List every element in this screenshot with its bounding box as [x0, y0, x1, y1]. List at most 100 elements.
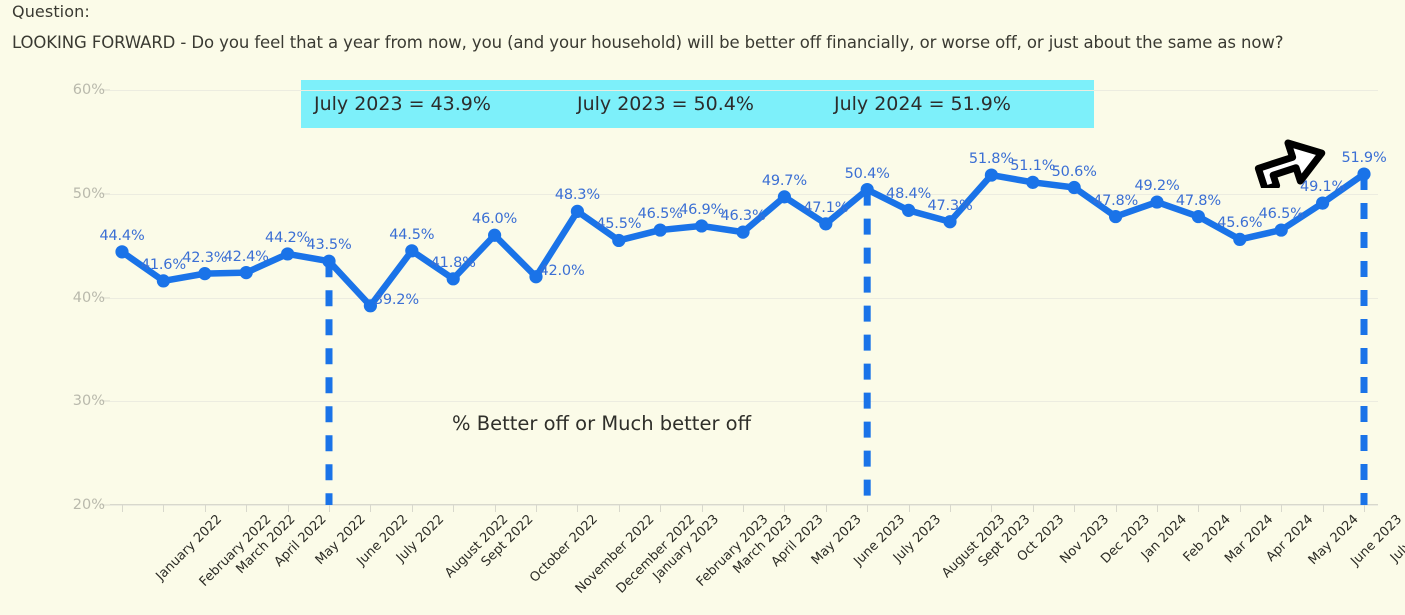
data-point-marker[interactable] [488, 228, 502, 242]
data-point-label: 46.3% [720, 208, 766, 225]
data-point-marker[interactable] [1357, 167, 1371, 181]
data-point-label: 42.3% [182, 249, 228, 266]
x-tick-mark [122, 505, 123, 512]
data-point-label: 47.3% [927, 197, 973, 214]
x-tick-mark [370, 505, 372, 512]
x-tick-mark [329, 505, 330, 512]
data-point-marker[interactable] [198, 267, 212, 281]
x-tick-mark [204, 505, 206, 512]
data-point-label: 51.9% [1341, 150, 1387, 167]
x-axis-labels: January 2022 February 2022 March 2022 April… [0, 0, 1405, 597]
data-point-label: 41.6% [140, 256, 186, 273]
data-point-label: 46.5% [637, 206, 683, 223]
gridline [110, 505, 1378, 506]
question-label: Question: [12, 2, 90, 21]
x-tick-mark [784, 505, 786, 512]
x-tick-mark [701, 505, 703, 512]
data-point-marker[interactable] [860, 183, 874, 197]
data-point-marker[interactable] [902, 203, 916, 217]
data-point-marker[interactable] [446, 272, 460, 286]
data-point-marker[interactable] [570, 204, 584, 218]
data-point-marker[interactable] [777, 190, 792, 204]
july-comparison-banner: July 2023 = 43.9% July 2023 = 50.4% July… [301, 80, 1094, 128]
data-point-marker[interactable] [1191, 209, 1205, 224]
y-axis-tick-label: 40% [72, 289, 105, 306]
x-tick-mark [287, 505, 289, 512]
data-point-label: 39.2% [373, 291, 419, 308]
data-point-label: 46.5% [1258, 206, 1304, 223]
data-point-marker[interactable] [1150, 195, 1164, 209]
series-annotation: % Better off or Much better off [452, 412, 752, 435]
banner-item-1: July 2023 = 50.4% [577, 93, 754, 115]
data-point-marker[interactable] [1026, 175, 1040, 189]
x-tick-mark [991, 505, 993, 512]
gridline [110, 193, 1378, 195]
x-tick-mark [411, 505, 413, 512]
x-tick-mark [1115, 505, 1117, 512]
data-point-label: 41.8% [430, 254, 476, 271]
data-point-marker[interactable] [612, 233, 626, 248]
y-tick-mark [102, 504, 110, 506]
line-series [115, 167, 1371, 505]
gridline [110, 90, 1378, 91]
data-point-marker[interactable] [1316, 196, 1330, 210]
data-point-marker[interactable] [1233, 232, 1247, 246]
x-tick-mark [453, 505, 455, 512]
data-point-label: 50.6% [1051, 163, 1097, 180]
x-tick-mark [660, 505, 662, 512]
data-point-marker[interactable] [115, 245, 129, 259]
data-point-marker[interactable] [1067, 180, 1081, 195]
y-axis-tick-label: 30% [72, 393, 105, 410]
x-tick-mark [618, 505, 620, 512]
data-point-label: 44.2% [265, 229, 311, 246]
data-point-label: 50.4% [844, 165, 890, 182]
y-tick-mark [102, 193, 110, 195]
question-text: LOOKING FORWARD - Do you feel that a yea… [12, 33, 1284, 52]
x-tick-mark [1198, 505, 1200, 512]
x-tick-mark [1032, 505, 1034, 512]
arrow-up-right-icon [1254, 139, 1326, 188]
data-point-marker[interactable] [363, 299, 377, 313]
data-point-marker[interactable] [405, 244, 419, 258]
data-point-label: 47.1% [803, 199, 849, 216]
data-point-marker[interactable] [1274, 223, 1288, 237]
data-point-label: 43.5% [306, 237, 352, 254]
data-point-label: 44.4% [99, 227, 145, 244]
data-point-marker[interactable] [695, 219, 709, 233]
data-point-label: 45.5% [596, 216, 642, 233]
data-point-marker[interactable] [653, 223, 667, 237]
data-point-marker[interactable] [322, 254, 336, 268]
y-tick-mark [102, 400, 110, 402]
x-tick-mark [867, 505, 869, 512]
data-point-marker[interactable] [281, 247, 295, 261]
data-point-marker[interactable] [984, 168, 999, 182]
y-axis-tick-label: 50% [72, 185, 105, 202]
data-point-label: 49.7% [761, 172, 807, 189]
y-tick-mark [102, 89, 110, 91]
data-point-label: 46.9% [679, 201, 725, 218]
data-point-marker[interactable] [239, 266, 253, 280]
x-tick-mark [825, 505, 827, 512]
x-tick-mark [1074, 505, 1076, 512]
banner-item-0: July 2023 = 43.9% [314, 93, 491, 115]
x-tick-mark [1364, 505, 1365, 512]
x-tick-mark [577, 505, 579, 512]
data-point-marker[interactable] [156, 274, 170, 288]
data-point-label: 51.8% [968, 151, 1014, 168]
banner-item-2: July 2024 = 51.9% [834, 93, 1011, 115]
data-point-marker[interactable] [736, 225, 750, 239]
x-tick-mark [246, 505, 248, 512]
x-tick-mark [1281, 505, 1283, 512]
data-point-marker[interactable] [1109, 209, 1123, 224]
data-point-label: 47.8% [1093, 192, 1139, 209]
data-point-marker[interactable] [943, 215, 957, 229]
gridline [110, 401, 1378, 403]
chart-plot-area: 60% 50% 40% 30% 20% 44.4% 41.6% 42.3% 42.4% 44.2… [73, 82, 1387, 513]
data-point-marker[interactable] [819, 217, 833, 231]
data-point-marker[interactable] [529, 270, 543, 284]
x-tick-mark [1239, 505, 1241, 512]
data-point-label: 48.3% [554, 187, 600, 204]
x-tick-mark [743, 505, 744, 512]
data-point-label: 42.4% [223, 248, 269, 265]
